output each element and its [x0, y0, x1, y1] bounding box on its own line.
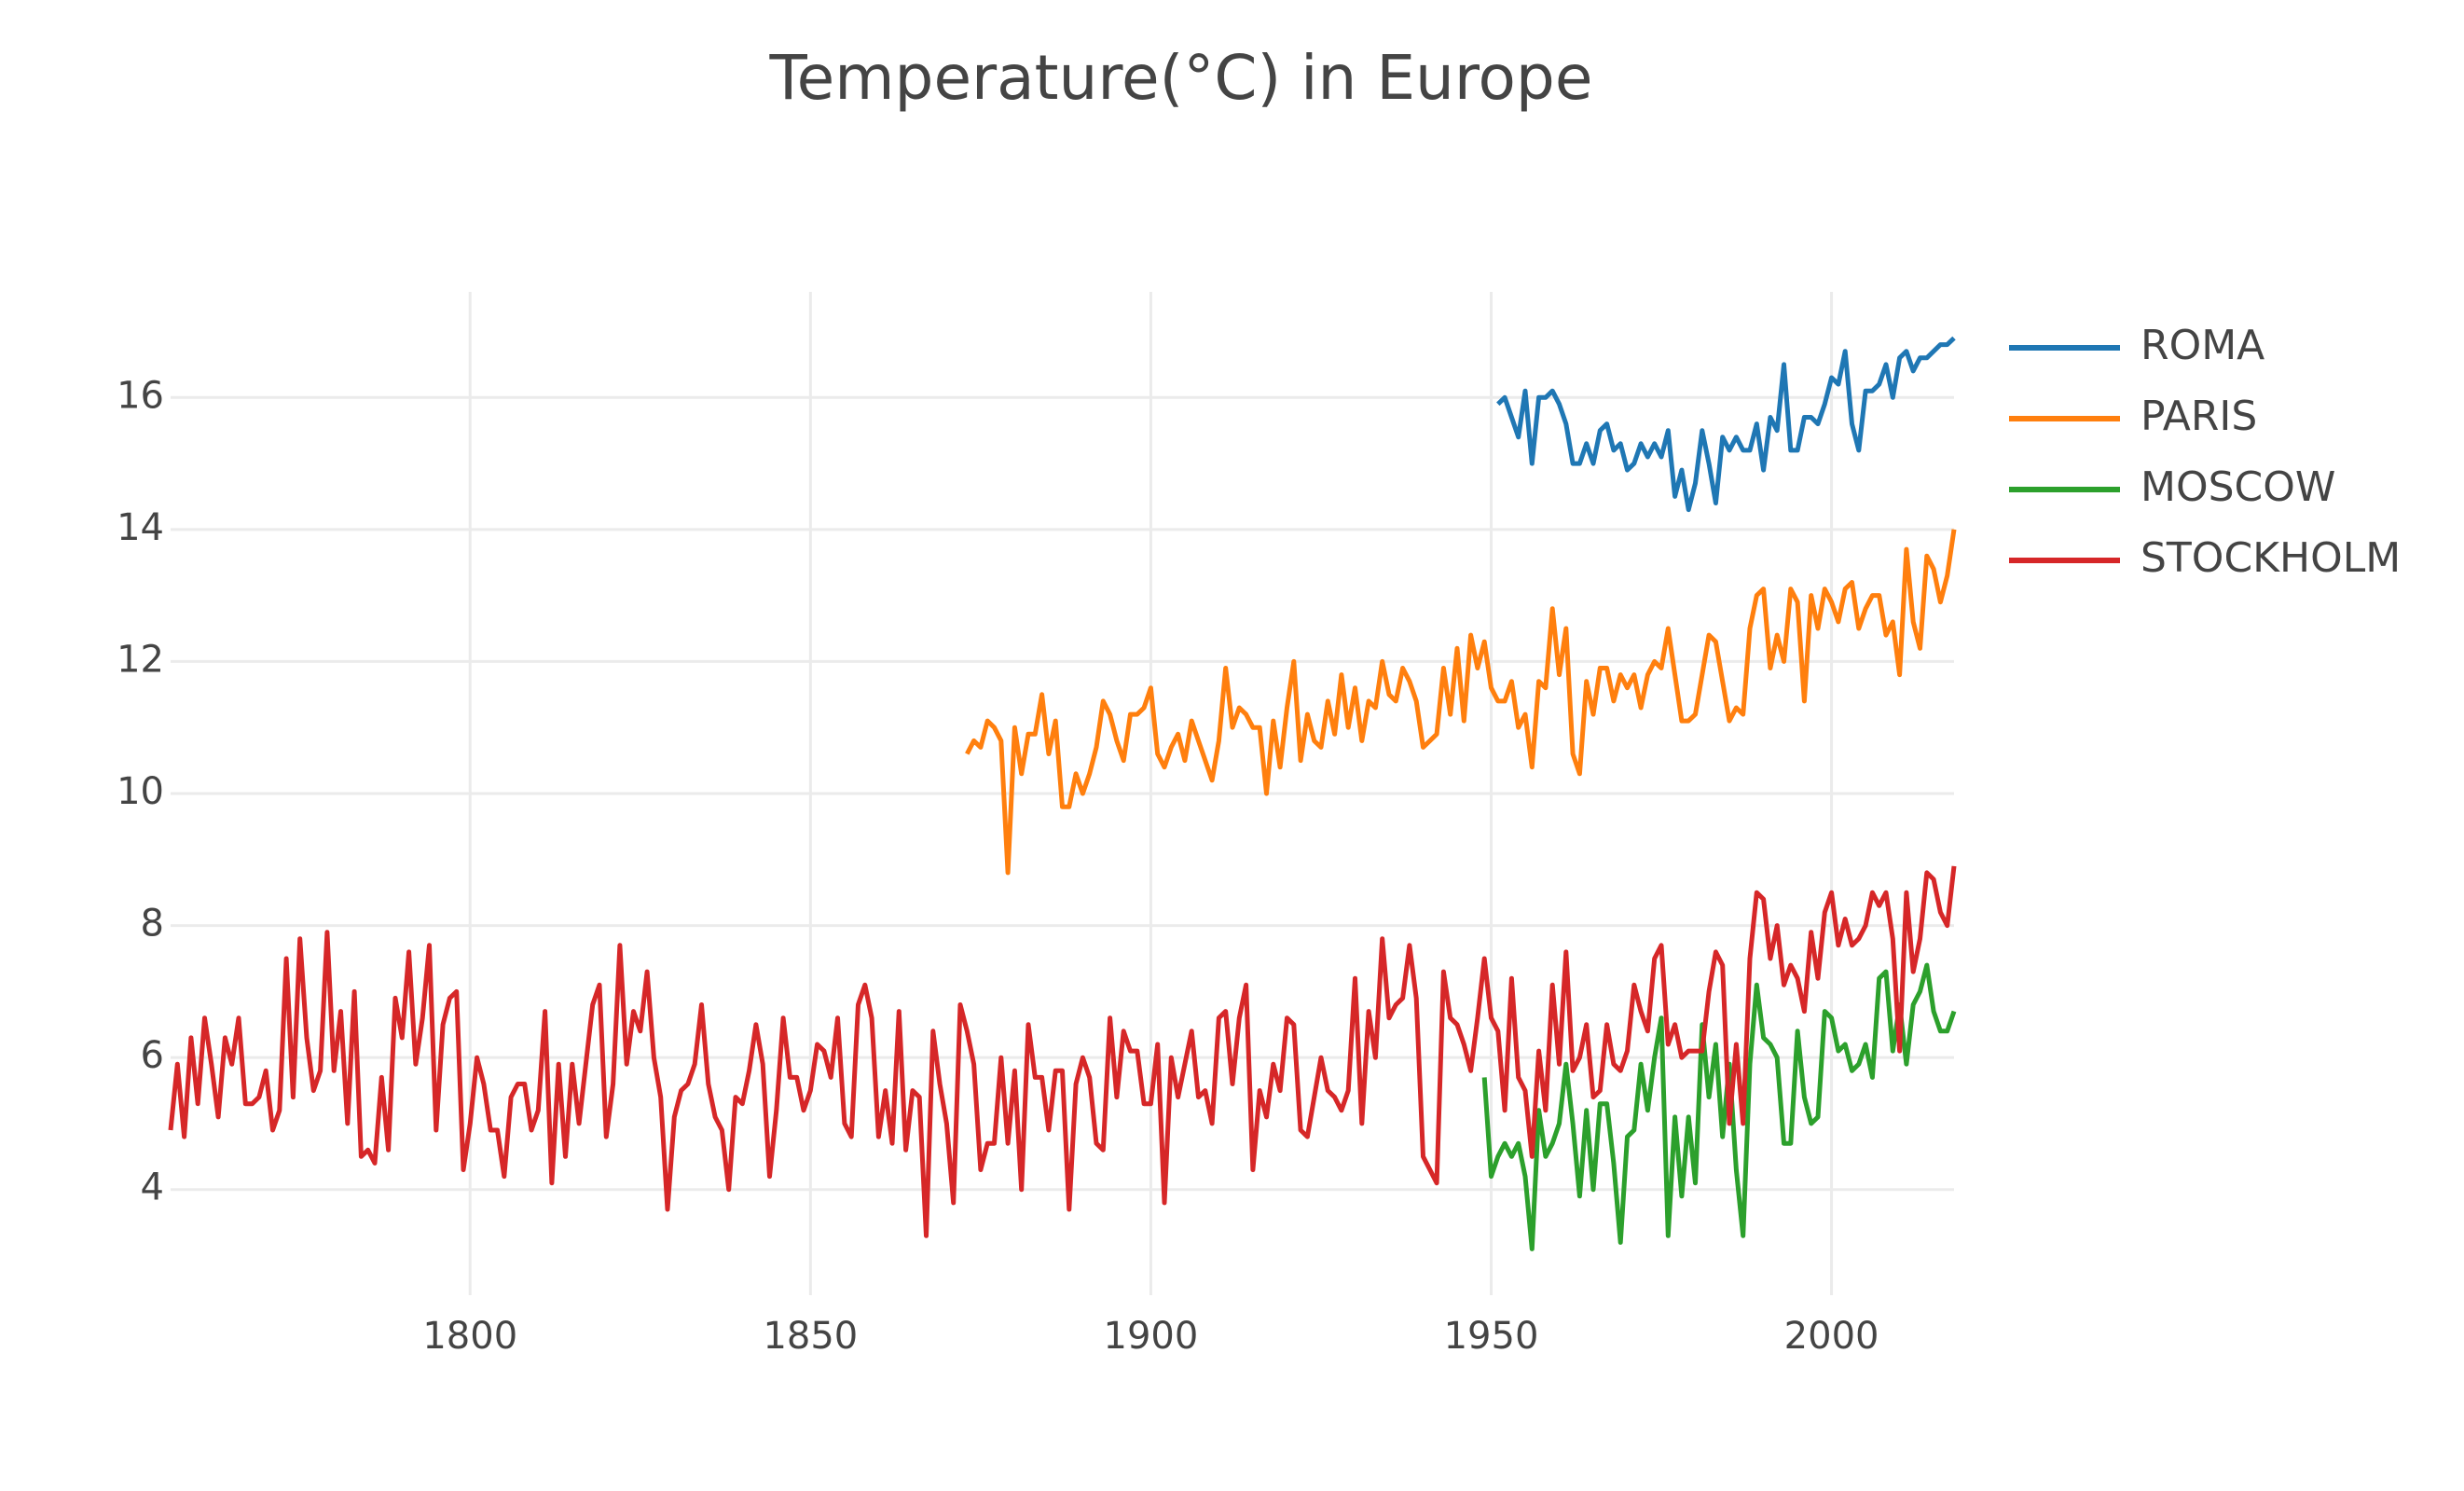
line-series — [965, 529, 1957, 876]
y-tick-label: 12 — [117, 638, 164, 681]
y-tick-label: 14 — [117, 506, 164, 549]
y-tick-label: 8 — [141, 903, 164, 946]
x-tick-label: 1850 — [763, 1315, 858, 1358]
legend-label: STOCKHOLM — [2141, 534, 2401, 582]
legend-label: PARIS — [2141, 393, 2257, 440]
legend-label: ROMA — [2141, 322, 2264, 369]
y-tick-label: 4 — [141, 1167, 164, 1209]
x-tick-label: 1800 — [422, 1315, 517, 1358]
y-tick-label: 10 — [117, 770, 164, 813]
y-tick-label: 16 — [117, 374, 164, 417]
line-series — [1481, 962, 1957, 1251]
x-tick-label: 1900 — [1104, 1315, 1199, 1358]
chart-title: Temperature(°C) in Europe — [769, 42, 1593, 114]
x-tick-label: 2000 — [1784, 1315, 1879, 1358]
y-tick-label: 6 — [141, 1034, 164, 1077]
line-series — [1496, 336, 1956, 513]
x-tick-label: 1950 — [1444, 1315, 1539, 1358]
legend-label: MOSCOW — [2141, 463, 2335, 511]
line-series — [168, 865, 1957, 1238]
